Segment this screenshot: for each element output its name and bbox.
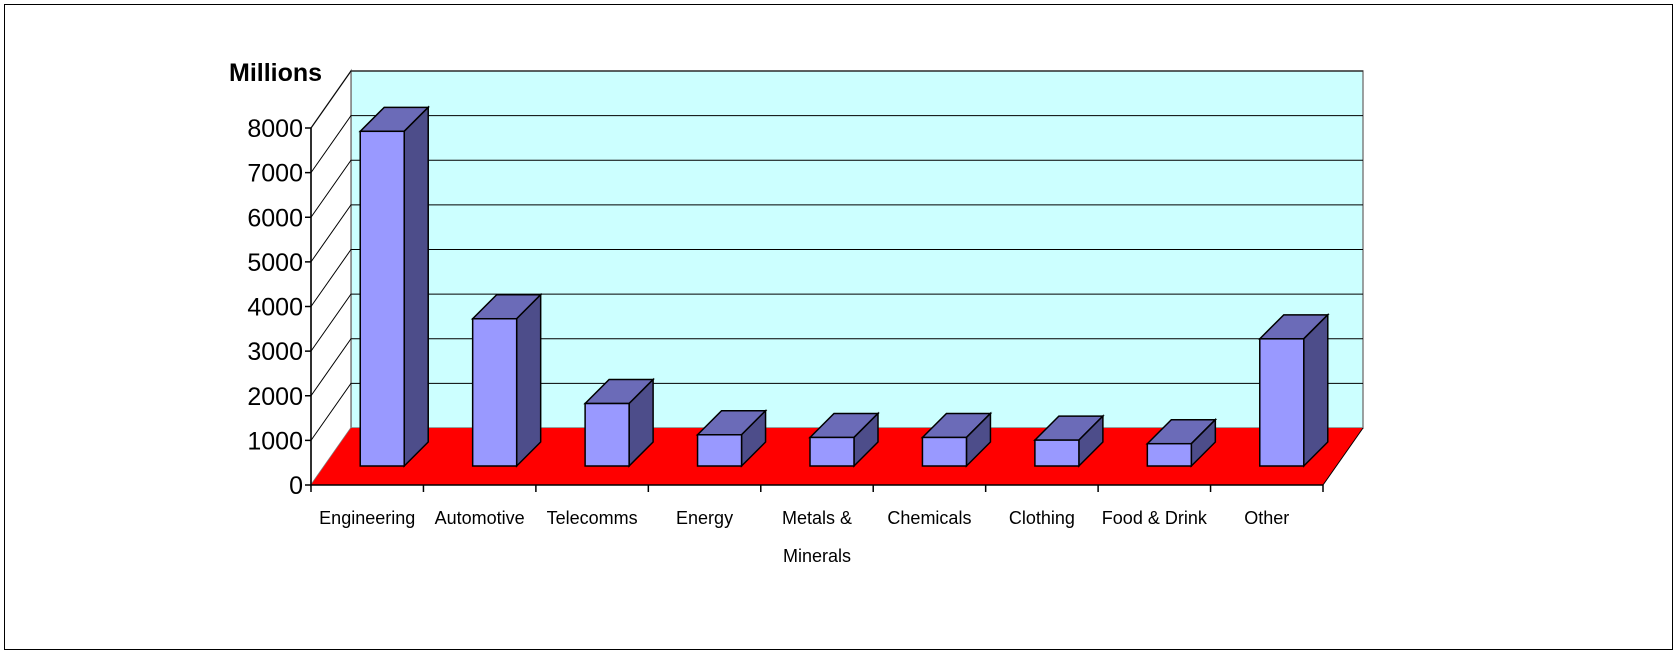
bar <box>695 408 768 468</box>
bar-front <box>584 402 630 467</box>
x-category-label: Clothing <box>1009 508 1075 528</box>
bar-front <box>921 436 968 467</box>
y-tick-label: 5000 <box>247 249 303 277</box>
x-category-label: Automotive <box>435 508 525 528</box>
bar <box>808 411 880 468</box>
y-tick-label: 3000 <box>247 338 303 366</box>
bar-front <box>809 436 855 467</box>
bar-side <box>1303 313 1329 468</box>
y-tick-label: 1000 <box>247 427 303 455</box>
x-category-label: Metals & <box>782 508 852 528</box>
gridline <box>310 115 1363 173</box>
chart-frame: 0 1000 2000 3000 4000 5000 6000 7000 8000 Enginee… <box>4 4 1673 650</box>
gridline <box>310 249 1363 307</box>
bar <box>358 105 431 468</box>
bar-front <box>1034 439 1080 467</box>
y-axis-unit-label: Millions <box>229 59 322 87</box>
bar-front <box>696 434 743 467</box>
x-category-label: Minerals <box>783 546 851 566</box>
gridlines <box>310 70 1363 441</box>
gridline <box>310 338 1363 397</box>
bar <box>583 377 655 468</box>
x-category-label: Food & Drink <box>1102 508 1208 528</box>
bar <box>1257 313 1330 468</box>
y-tick-label: 8000 <box>247 115 303 143</box>
x-category-label: Energy <box>676 508 733 528</box>
x-category-label: Other <box>1244 508 1289 528</box>
y-tick-label: 4000 <box>247 294 303 322</box>
gridline <box>310 159 1363 218</box>
bar <box>920 411 993 468</box>
y-tick-label: 7000 <box>247 160 303 188</box>
bar-front <box>1259 338 1305 467</box>
bar-front <box>359 130 405 467</box>
bar <box>470 292 543 468</box>
gridline <box>310 70 1363 129</box>
bar <box>1033 414 1105 468</box>
gridline <box>310 293 1363 352</box>
y-tick-label: 6000 <box>247 204 303 232</box>
bar-side <box>403 105 429 468</box>
gridline <box>310 382 1363 441</box>
y-tick-label: 2000 <box>247 383 303 411</box>
gridline <box>310 204 1363 263</box>
x-category-label: Telecomms <box>547 508 638 528</box>
bars <box>358 105 1330 468</box>
bar <box>1145 417 1218 468</box>
x-category-label: Chemicals <box>887 508 971 528</box>
x-category-label: Engineering <box>319 508 415 528</box>
bar-front <box>471 317 518 467</box>
y-tick-label: 0 <box>289 472 303 500</box>
floor-edge <box>1322 427 1364 486</box>
bar-front <box>1146 442 1193 467</box>
axes: 0 1000 2000 3000 4000 5000 6000 7000 8000 Enginee… <box>247 115 1364 566</box>
bar-side <box>515 292 542 468</box>
bar-chart: 0 1000 2000 3000 4000 5000 6000 7000 8000 Enginee… <box>229 59 1364 566</box>
